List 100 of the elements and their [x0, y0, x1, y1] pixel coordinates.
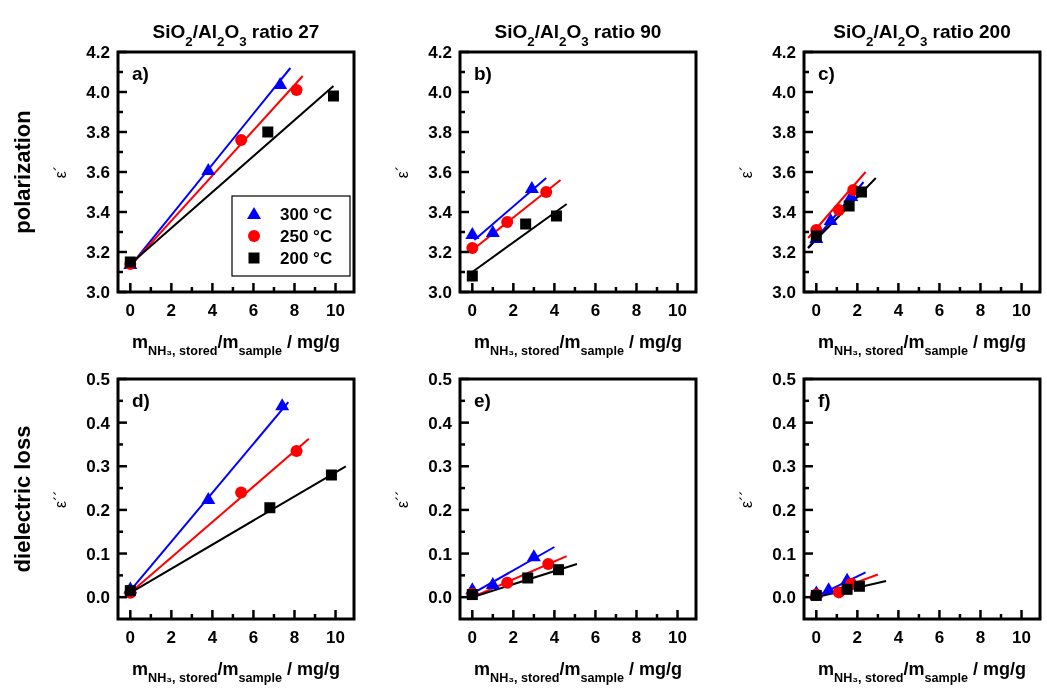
x-tick-label: 2 — [852, 301, 863, 320]
x-tick-label: 6 — [590, 301, 601, 320]
x-tick-label: 2 — [166, 628, 177, 647]
y-axis-title: ε´´ — [738, 490, 755, 508]
x-tick-label: 4 — [549, 628, 560, 647]
y-tick-label: 0.4 — [86, 413, 111, 433]
x-axis-title: m$_{NH₃, stored}$/m$_{sample}$ / mg/g — [818, 332, 1026, 358]
y-axis-title: ε´ — [738, 165, 755, 179]
y-axis-title: ε´ — [52, 165, 69, 179]
y-tick-label: 0.1 — [86, 544, 110, 564]
x-axis-title: m$_{NH₃, stored}$/m$_{sample}$ / mg/g — [474, 659, 682, 685]
y-tick-label: 3.6 — [428, 163, 452, 182]
x-tick-label: 0 — [125, 628, 136, 647]
x-tick-label: 6 — [590, 628, 601, 647]
y-tick-label: 0.1 — [428, 544, 452, 564]
y-tick-label: 0.2 — [86, 500, 110, 520]
y-tick-label: 0.3 — [428, 457, 452, 477]
annotation: c) — [818, 63, 835, 84]
x-tick-label: 10 — [1012, 628, 1031, 647]
y-axis-title: ε´´ — [52, 490, 69, 508]
y-tick-label: 4.2 — [772, 43, 796, 62]
x-tick-label: 10 — [1012, 301, 1031, 320]
x-tick-label: 2 — [852, 628, 863, 647]
annotation: a) — [132, 63, 149, 84]
y-tick-label: 3.8 — [772, 123, 796, 142]
y-tick-label: 0.3 — [772, 457, 796, 477]
y-tick-label: 0.4 — [772, 413, 797, 433]
x-tick-label: 2 — [166, 301, 177, 320]
x-tick-label: 2 — [508, 301, 519, 320]
y-tick-label: 3.2 — [428, 243, 452, 262]
x-tick-label: 4 — [893, 301, 904, 320]
y-tick-label: 3.0 — [86, 283, 110, 302]
x-tick-label: 0 — [811, 301, 822, 320]
x-tick-label: 10 — [326, 301, 345, 320]
legend-label: 250 °C — [280, 227, 333, 246]
x-tick-label: 8 — [289, 301, 300, 320]
chart-title: SiO$_{2}$/Al$_{2}$O$_{3}$ ratio 27 — [152, 21, 320, 49]
y-tick-label: 3.0 — [428, 283, 452, 302]
x-tick-label: 0 — [467, 301, 478, 320]
x-tick-label: 0 — [467, 628, 478, 647]
x-tick-label: 10 — [668, 301, 687, 320]
x-tick-label: 10 — [326, 628, 345, 647]
x-tick-label: 4 — [207, 301, 218, 320]
x-axis-title: m$_{NH₃, stored}$/m$_{sample}$ / mg/g — [474, 332, 682, 358]
x-tick-label: 4 — [893, 628, 904, 647]
y-tick-label: 3.6 — [772, 163, 796, 182]
y-axis-title: ε´´ — [394, 490, 411, 508]
y-tick-label: 0.0 — [772, 588, 796, 608]
x-tick-label: 8 — [975, 628, 986, 647]
y-tick-label: 3.8 — [428, 123, 452, 142]
x-tick-label: 6 — [248, 628, 259, 647]
y-tick-label: 0.3 — [86, 457, 110, 477]
y-tick-label: 3.4 — [772, 203, 797, 222]
annotation: e) — [474, 390, 491, 411]
y-tick-label: 0.2 — [772, 500, 796, 520]
x-tick-label: 2 — [508, 628, 519, 647]
x-tick-label: 8 — [289, 628, 300, 647]
y-tick-label: 4.2 — [428, 43, 452, 62]
chart-title: SiO$_{2}$/Al$_{2}$O$_{3}$ ratio 200 — [833, 21, 1011, 49]
text: polarization — [10, 110, 35, 234]
x-tick-label: 10 — [668, 628, 687, 647]
annotation: b) — [474, 63, 492, 84]
y-tick-label: 3.2 — [772, 243, 796, 262]
y-tick-label: 3.2 — [86, 243, 110, 262]
y-tick-label: 3.0 — [772, 283, 796, 302]
y-tick-label: 0.5 — [772, 370, 796, 389]
x-tick-label: 0 — [811, 628, 822, 647]
y-tick-label: 3.8 — [86, 123, 110, 142]
y-tick-label: 0.5 — [428, 370, 452, 389]
x-tick-label: 6 — [934, 301, 945, 320]
text: dielectric loss — [10, 425, 35, 573]
y-tick-label: 0.0 — [86, 588, 110, 608]
annotation: d) — [132, 390, 150, 411]
x-tick-label: 8 — [975, 301, 986, 320]
x-axis-title: m$_{NH₃, stored}$/m$_{sample}$ / mg/g — [818, 659, 1026, 685]
x-axis-title: m$_{NH₃, stored}$/m$_{sample}$ / mg/g — [132, 332, 340, 358]
y-tick-label: 0.5 — [86, 370, 110, 389]
x-tick-label: 6 — [248, 301, 259, 320]
y-tick-label: 4.0 — [86, 83, 110, 102]
annotation: f) — [818, 390, 831, 411]
legend-label: 300 °C — [280, 205, 333, 224]
x-tick-label: 4 — [549, 301, 560, 320]
y-tick-label: 0.0 — [428, 588, 452, 608]
y-tick-label: 3.4 — [428, 203, 453, 222]
x-tick-label: 4 — [207, 628, 218, 647]
y-tick-label: 4.0 — [772, 83, 796, 102]
y-axis-title: ε´ — [394, 165, 411, 179]
y-tick-label: 0.4 — [428, 413, 453, 433]
y-tick-label: 4.2 — [86, 43, 110, 62]
y-tick-label: 0.2 — [428, 500, 452, 520]
x-tick-label: 8 — [631, 301, 642, 320]
y-tick-label: 3.6 — [86, 163, 110, 182]
x-axis-title: m$_{NH₃, stored}$/m$_{sample}$ / mg/g — [132, 659, 340, 685]
y-tick-label: 0.1 — [772, 544, 796, 564]
x-tick-label: 8 — [631, 628, 642, 647]
x-tick-label: 6 — [934, 628, 945, 647]
y-tick-label: 4.0 — [428, 83, 452, 102]
x-tick-label: 0 — [125, 301, 136, 320]
legend-label: 200 °C — [280, 249, 333, 268]
y-tick-label: 3.4 — [86, 203, 111, 222]
